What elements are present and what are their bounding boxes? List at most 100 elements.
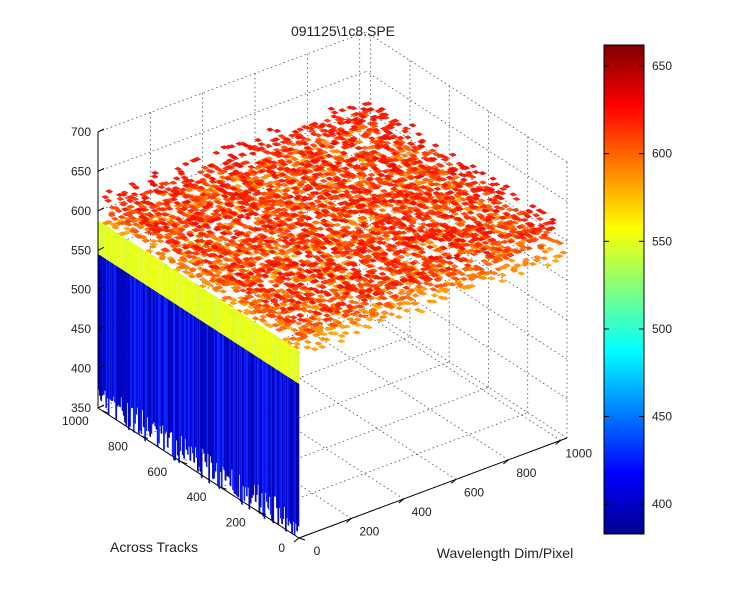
- surface-cell: [247, 164, 256, 170]
- z-tick-mark: [97, 207, 105, 212]
- surface-cell: [308, 178, 317, 184]
- surface-cell: [235, 272, 244, 277]
- cliff-strip: [124, 270, 126, 424]
- surface-cell: [467, 276, 476, 282]
- cliff-strip: [240, 346, 243, 506]
- surface-cell: [368, 182, 377, 187]
- surface-cell: [395, 170, 404, 175]
- edge-band-cell: [225, 302, 228, 339]
- surface-cell: [387, 312, 396, 317]
- surface-cell: [415, 288, 424, 293]
- surface-cell: [304, 223, 313, 228]
- surface-cell: [385, 192, 394, 197]
- surface-cell: [317, 155, 326, 160]
- surface-cell: [279, 140, 288, 145]
- surface-cell: [361, 301, 370, 306]
- cliff-strip: [235, 343, 238, 497]
- cliff-strip: [258, 357, 261, 515]
- surface-cell: [232, 253, 241, 258]
- surface-cell: [218, 188, 227, 193]
- surface-cell: [295, 240, 304, 245]
- colorbar-tick-label: 500: [652, 322, 672, 336]
- side-wall-grid-line: [365, 110, 568, 242]
- surface-cell: [179, 235, 188, 240]
- surface-cell: [518, 247, 527, 252]
- surface-cell: [273, 179, 282, 185]
- surface-cell: [521, 260, 530, 265]
- surface-cell: [493, 242, 502, 247]
- surface-cell: [277, 178, 287, 183]
- surface-cell: [322, 313, 332, 318]
- surface-cell: [290, 253, 299, 258]
- surface-cell: [455, 184, 464, 189]
- surface-cell: [308, 315, 317, 320]
- surface-cell: [253, 256, 262, 261]
- surface-cell: [162, 181, 171, 186]
- surface-cell: [262, 303, 271, 308]
- surface-cell: [263, 289, 272, 294]
- surface-cell: [132, 200, 142, 205]
- surface-cell: [212, 209, 221, 214]
- surface-cell: [428, 223, 437, 228]
- edge-band-cell: [207, 291, 210, 327]
- surface-cell: [152, 221, 161, 226]
- surface-cell: [392, 251, 401, 256]
- edge-band-cell: [180, 273, 183, 310]
- surface-cell: [479, 276, 488, 281]
- surface-cell: [165, 219, 175, 224]
- surface-cell: [284, 314, 293, 319]
- surface-cell: [277, 288, 286, 293]
- surface-cell: [197, 185, 206, 190]
- surface-cell: [442, 196, 451, 201]
- surface-cell: [202, 182, 211, 187]
- surface-cell: [278, 172, 287, 177]
- surface-cell: [368, 230, 377, 235]
- x-tick-mark: [346, 518, 352, 523]
- surface-cell: [342, 159, 351, 164]
- surface-cell: [228, 253, 237, 258]
- edge-band-cell: [265, 328, 268, 365]
- z-tick-mark: [97, 325, 105, 330]
- surface-cell: [352, 330, 361, 335]
- surface-cell: [184, 214, 193, 219]
- surface-cell: [142, 216, 151, 221]
- surface-cell: [348, 138, 357, 143]
- surface-cell: [524, 246, 533, 251]
- surface-cell: [406, 141, 415, 146]
- surface-cell: [266, 159, 275, 164]
- surface-cell: [215, 238, 224, 243]
- surface-cell: [313, 199, 322, 204]
- surface-cell: [319, 254, 328, 259]
- surface-cell: [472, 249, 481, 254]
- surface-cell: [332, 238, 341, 243]
- surface-cell: [148, 244, 157, 249]
- surface-cell: [125, 211, 134, 216]
- surface-cell: [505, 207, 514, 212]
- surface-cell: [371, 156, 380, 161]
- surface-cell: [226, 264, 235, 269]
- surface-cell: [280, 196, 289, 201]
- surface-cell: [463, 206, 472, 211]
- surface-cell: [408, 220, 417, 225]
- cliff-strip: [189, 313, 192, 462]
- surface-cell: [357, 154, 366, 159]
- surface-cell: [215, 180, 224, 185]
- surface-cell: [450, 264, 459, 269]
- surface-cell: [320, 159, 329, 164]
- surface-cell: [472, 193, 481, 198]
- surface-cell: [119, 202, 128, 207]
- surface-cell: [378, 208, 387, 213]
- surface-cell: [300, 285, 310, 291]
- surface-cell: [285, 200, 294, 205]
- surface-cell: [361, 209, 370, 214]
- surface-cell: [163, 199, 172, 204]
- edge-band-cell: [269, 331, 273, 367]
- surface-cell: [177, 232, 186, 237]
- x-tick-label: 200: [359, 524, 379, 538]
- surface-cell: [262, 228, 271, 233]
- surface-cell: [323, 118, 332, 123]
- edge-band-cell: [140, 247, 143, 284]
- surface-cell: [264, 150, 273, 155]
- surface-cell: [502, 184, 511, 189]
- surface-cell: [448, 271, 457, 276]
